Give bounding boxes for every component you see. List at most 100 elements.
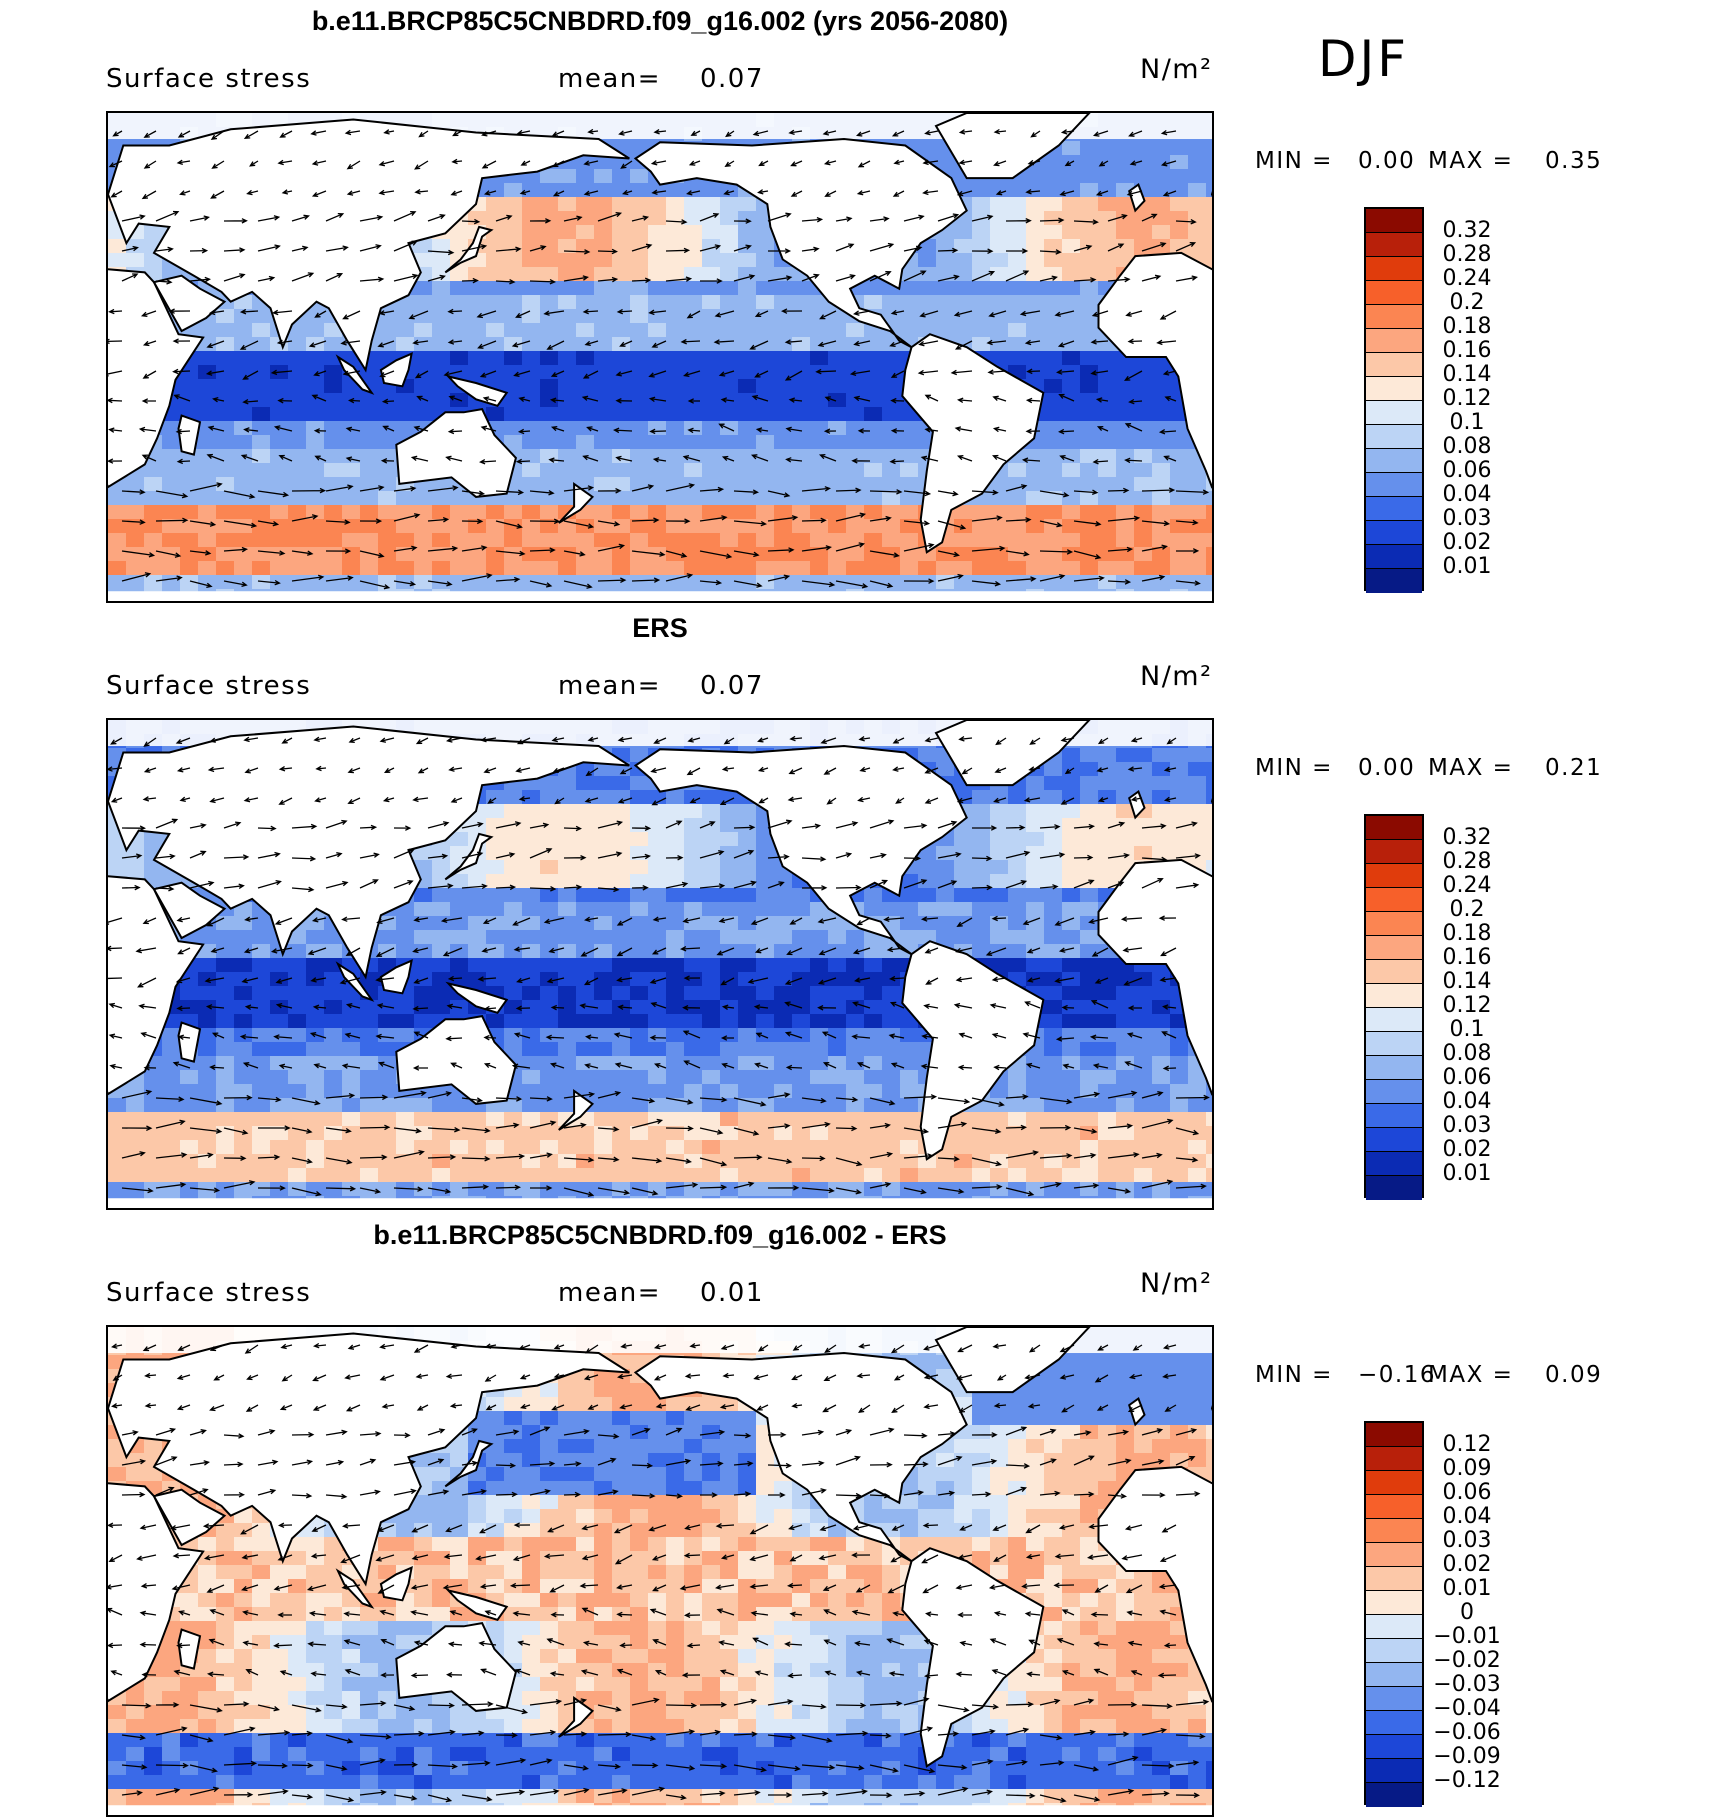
vector-arrow bbox=[325, 1127, 352, 1134]
vector-arrow bbox=[665, 1493, 684, 1499]
vector-arrow bbox=[733, 274, 756, 282]
colorbar-swatch bbox=[1366, 497, 1422, 521]
vector-arrow bbox=[835, 821, 859, 829]
vector-arrow bbox=[755, 1032, 769, 1039]
vector-arrow bbox=[1088, 917, 1109, 925]
vector-arrow bbox=[597, 577, 627, 583]
vector-arrow bbox=[719, 1669, 735, 1676]
vector-arrow bbox=[270, 947, 293, 954]
vector-arrow bbox=[121, 1187, 154, 1194]
vector-arrow bbox=[242, 1640, 259, 1646]
vector-arrow bbox=[869, 852, 887, 859]
vector-arrow bbox=[597, 248, 618, 255]
colorbar-swatch bbox=[1366, 401, 1422, 425]
vector-arrow bbox=[208, 1638, 225, 1646]
vector-arrow bbox=[189, 1734, 214, 1743]
vector-arrow bbox=[1141, 1727, 1168, 1736]
vector-arrow bbox=[753, 1004, 769, 1010]
vector-arrow bbox=[801, 486, 832, 492]
vector-arrow bbox=[617, 1004, 633, 1010]
vector-arrow bbox=[582, 308, 599, 315]
vector-arrow bbox=[291, 1157, 313, 1164]
vector-arrow bbox=[597, 1126, 620, 1132]
vector-arrow bbox=[597, 1704, 622, 1712]
vector-arrow bbox=[723, 737, 735, 745]
vector-arrow bbox=[1141, 1152, 1163, 1159]
vector-arrow bbox=[972, 825, 998, 831]
vector-arrow bbox=[1058, 428, 1075, 435]
vector-arrow bbox=[207, 425, 225, 432]
vector-arrow bbox=[597, 211, 623, 222]
vector-arrow bbox=[223, 1726, 256, 1736]
mean-value: 0.01 bbox=[700, 1278, 764, 1308]
vector-arrow bbox=[140, 1031, 157, 1039]
vector-arrow bbox=[613, 1032, 633, 1039]
vector-arrow bbox=[414, 370, 429, 379]
vector-arrow bbox=[393, 1488, 417, 1496]
vector-arrow bbox=[485, 1404, 497, 1411]
vector-arrow bbox=[273, 1584, 293, 1591]
vector-arrow bbox=[223, 520, 258, 529]
land-greenland bbox=[934, 1327, 1091, 1394]
vector-arrow bbox=[475, 1554, 497, 1561]
mean-label: mean= bbox=[558, 64, 662, 94]
vector-arrow bbox=[893, 1374, 905, 1381]
vector-arrow bbox=[1058, 1524, 1075, 1530]
vector-arrow bbox=[325, 519, 351, 525]
vector-arrow bbox=[340, 1554, 361, 1564]
vector-arrow bbox=[311, 394, 327, 402]
vector-arrow bbox=[516, 737, 531, 745]
vector-arrow bbox=[1090, 1000, 1109, 1009]
vector-arrow bbox=[495, 852, 516, 859]
vector-arrow bbox=[937, 520, 967, 530]
vector-arrow bbox=[244, 1344, 259, 1354]
land-newguinea bbox=[445, 1588, 509, 1621]
colorbar-tick-label: 0.12 bbox=[1442, 1432, 1492, 1457]
vector-arrow bbox=[835, 852, 853, 859]
vector-arrow bbox=[835, 1157, 863, 1167]
vector-arrow bbox=[665, 518, 691, 524]
vector-arrow bbox=[700, 278, 723, 284]
vector-arrow bbox=[359, 550, 385, 559]
vector-arrow bbox=[1090, 370, 1109, 376]
vector-arrow bbox=[213, 1374, 225, 1381]
vector-arrow bbox=[665, 247, 691, 254]
vector-arrow bbox=[620, 160, 633, 169]
vector-arrow bbox=[427, 516, 450, 523]
vector-arrow bbox=[359, 1458, 377, 1466]
vector-arrow bbox=[937, 820, 958, 829]
vector-arrow bbox=[448, 395, 463, 402]
vector-arrow bbox=[852, 1001, 871, 1009]
vector-arrow bbox=[1060, 129, 1075, 135]
vector-arrow bbox=[1162, 190, 1177, 197]
vector-arrow bbox=[461, 490, 486, 497]
vector-arrow bbox=[955, 947, 973, 954]
vector-arrow bbox=[529, 1758, 553, 1766]
colorbar-swatch bbox=[1366, 1567, 1422, 1591]
vector-arrow bbox=[665, 219, 688, 225]
vector-arrow bbox=[495, 1122, 520, 1129]
vector-arrow bbox=[223, 1127, 249, 1135]
vector-arrow bbox=[554, 797, 565, 805]
vector-arrow bbox=[325, 548, 352, 554]
vector-arrow bbox=[239, 1034, 259, 1040]
vector-arrow bbox=[155, 517, 189, 524]
vector-arrow bbox=[985, 947, 1007, 956]
vector-arrow bbox=[823, 160, 837, 166]
vector-arrow bbox=[143, 767, 157, 773]
vector-arrow bbox=[359, 1431, 382, 1437]
vector-arrow bbox=[461, 545, 488, 552]
vector-arrow bbox=[1141, 213, 1158, 222]
vector-arrow bbox=[446, 1003, 463, 1010]
vector-arrow bbox=[785, 457, 803, 463]
vector-arrow bbox=[1039, 1698, 1061, 1706]
vector-arrow bbox=[410, 455, 429, 462]
vector-arrow bbox=[1073, 550, 1102, 560]
land-madagascar bbox=[177, 1021, 202, 1063]
vector-arrow bbox=[1107, 1701, 1138, 1708]
vector-arrow bbox=[189, 880, 215, 889]
vector-arrow bbox=[733, 1698, 758, 1706]
vector-arrow bbox=[209, 1064, 225, 1071]
vector-arrow bbox=[461, 1760, 491, 1766]
vector-arrow bbox=[869, 242, 895, 252]
